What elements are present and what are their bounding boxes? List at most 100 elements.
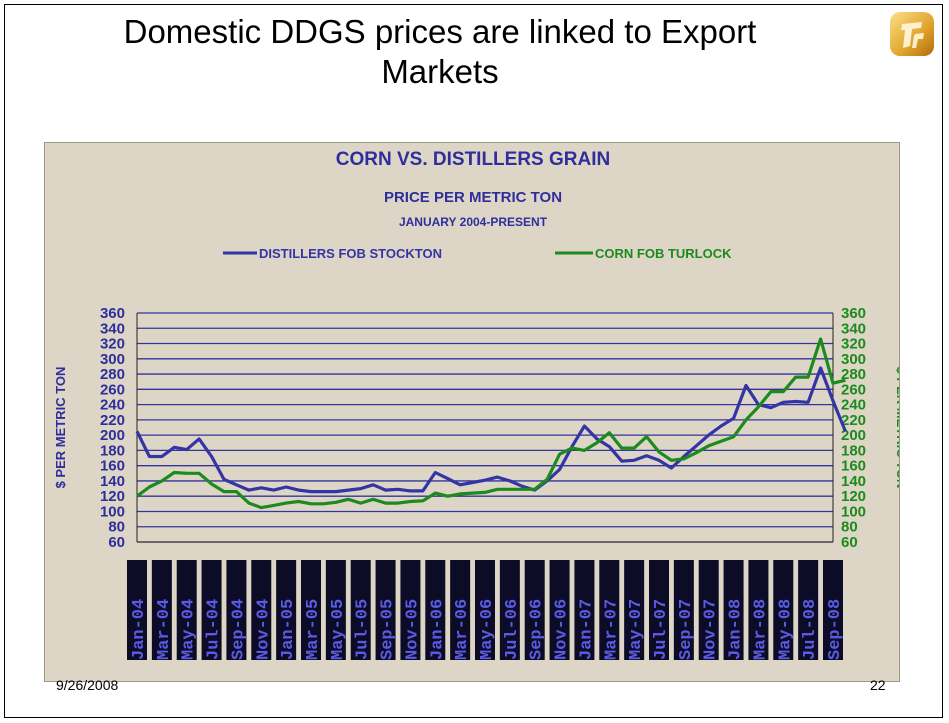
x-tick-label-bg xyxy=(201,560,222,660)
y2-axis-label: $ PER METRIC TON xyxy=(894,367,900,489)
y2-tick-label: 360 xyxy=(841,305,866,322)
x-tick-label: Jan-04 xyxy=(130,599,149,660)
x-tick-label-bg xyxy=(524,560,545,660)
x-tick-label-bg xyxy=(276,560,297,660)
x-tick-label-bg xyxy=(127,560,147,660)
chart-subtitle: PRICE PER METRIC TON xyxy=(383,189,563,206)
x-tick-label: Nov-04 xyxy=(254,599,273,660)
y-tick-label: 280 xyxy=(100,366,125,383)
x-tick-label: Mar-06 xyxy=(453,599,472,660)
x-tick-label: May-07 xyxy=(627,599,646,660)
y2-tick-label: 280 xyxy=(841,366,866,383)
x-tick-label-bg xyxy=(176,560,197,660)
footer-date: 9/26/2008 xyxy=(56,677,119,693)
y2-tick-label: 220 xyxy=(841,412,866,429)
x-tick-label-bg xyxy=(301,560,321,660)
y2-tick-label: 240 xyxy=(841,397,866,414)
x-tick-label: Mar-07 xyxy=(602,599,621,660)
y-tick-label: 140 xyxy=(100,473,125,490)
x-tick-label-bg xyxy=(599,560,620,660)
y-tick-label: 340 xyxy=(100,320,125,337)
y-tick-label: 100 xyxy=(100,503,125,520)
x-tick-label-bg xyxy=(251,560,272,660)
x-tick-label: Sep-06 xyxy=(528,599,547,660)
y2-tick-label: 260 xyxy=(841,381,866,398)
x-tick-label: May-04 xyxy=(180,599,199,660)
y-tick-label: 60 xyxy=(108,534,125,551)
x-tick-label-bg xyxy=(400,560,421,660)
x-tick-label: Mar-04 xyxy=(155,599,174,660)
y-tick-label: 320 xyxy=(100,336,125,353)
x-tick-label: Sep-08 xyxy=(826,599,845,660)
x-tick-label-bg xyxy=(499,560,520,660)
y2-tick-label: 100 xyxy=(841,503,866,520)
y-tick-label: 80 xyxy=(108,519,125,536)
x-tick-label-bg xyxy=(574,560,595,660)
x-tick-label: Jan-07 xyxy=(577,599,596,660)
y-tick-label: 120 xyxy=(100,488,125,505)
y-tick-label: 160 xyxy=(100,458,125,475)
y2-tick-label: 340 xyxy=(841,320,866,337)
x-tick-label: Jul-06 xyxy=(503,599,522,660)
x-tick-label-bg xyxy=(773,560,794,660)
y2-tick-label: 140 xyxy=(841,473,866,490)
y2-tick-label: 60 xyxy=(841,534,858,551)
x-tick-label-bg xyxy=(823,560,843,660)
x-tick-label: Jan-08 xyxy=(727,599,746,660)
x-tick-label: Jul-08 xyxy=(801,599,820,660)
y-tick-label: 260 xyxy=(100,381,125,398)
x-tick-label-bg xyxy=(624,560,645,660)
x-tick-label: Nov-07 xyxy=(702,599,721,660)
y-axis-label: $ PER METRIC TON xyxy=(53,367,68,489)
x-tick-label: Nov-06 xyxy=(553,599,572,660)
x-tick-label-bg xyxy=(549,560,570,660)
y-tick-label: 200 xyxy=(100,427,125,444)
x-tick-label: Jul-05 xyxy=(354,599,373,660)
x-tick-label-bg xyxy=(375,560,396,660)
x-tick-label-bg xyxy=(673,560,694,660)
chart-date-range: JANUARY 2004-PRESENT xyxy=(398,215,548,229)
page-number: 22 xyxy=(870,677,886,693)
x-tick-label: Jul-07 xyxy=(652,599,671,660)
legend-label-distillers: DISTILLERS FOB STOCKTON xyxy=(259,246,442,261)
x-tick-label-bg xyxy=(649,560,669,660)
x-tick-label-bg xyxy=(450,560,471,660)
x-tick-label-bg xyxy=(350,560,371,660)
x-tick-label: Jan-05 xyxy=(279,599,298,660)
x-tick-label: May-08 xyxy=(776,599,795,660)
y2-tick-label: 120 xyxy=(841,488,866,505)
series-line-distillers xyxy=(135,366,847,494)
y2-tick-label: 160 xyxy=(841,458,866,475)
y-tick-label: 220 xyxy=(100,412,125,429)
x-tick-label: Sep-04 xyxy=(229,599,248,660)
x-tick-label-bg xyxy=(226,560,247,660)
x-tick-label: Jul-04 xyxy=(205,599,224,660)
x-tick-label: Nov-05 xyxy=(403,599,422,660)
x-tick-label-bg xyxy=(723,560,744,660)
x-tick-label: Sep-07 xyxy=(677,599,696,660)
x-tick-label: Mar-05 xyxy=(304,599,323,660)
series-line-corn xyxy=(136,337,846,510)
y-tick-label: 300 xyxy=(100,351,125,368)
legend-label-corn: CORN FOB TURLOCK xyxy=(595,246,732,261)
x-tick-label-bg xyxy=(748,560,769,660)
y2-tick-label: 180 xyxy=(841,442,866,459)
chart-panel: CORN VS. DISTILLERS GRAIN PRICE PER METR… xyxy=(44,142,900,682)
x-tick-label: Mar-08 xyxy=(751,599,770,660)
x-tick-label: Sep-05 xyxy=(379,599,398,660)
slide-title: Domestic DDGS prices are linked to Expor… xyxy=(123,13,757,90)
y2-tick-label: 200 xyxy=(841,427,866,444)
y2-tick-label: 300 xyxy=(841,351,866,368)
y2-tick-label: 80 xyxy=(841,519,858,536)
chart-title: CORN VS. DISTILLERS GRAIN xyxy=(335,149,611,170)
x-tick-label-bg xyxy=(798,560,819,660)
x-tick-label-bg xyxy=(425,560,446,660)
x-tick-label-bg xyxy=(698,560,719,660)
x-tick-label: May-05 xyxy=(329,599,348,660)
x-tick-label-bg xyxy=(325,560,346,660)
y2-tick-label: 320 xyxy=(841,336,866,353)
x-tick-label-bg xyxy=(151,560,172,660)
y-tick-label: 240 xyxy=(100,397,125,414)
x-tick-label-bg xyxy=(475,560,495,660)
